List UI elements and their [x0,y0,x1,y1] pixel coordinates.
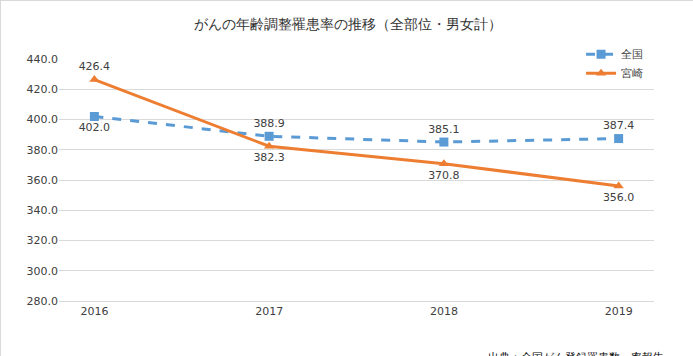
svg-text:2018: 2018 [430,305,458,318]
svg-text:382.3: 382.3 [253,151,285,164]
svg-text:400.0: 400.0 [27,113,59,126]
svg-text:2019: 2019 [605,305,633,318]
svg-text:340.0: 340.0 [27,204,59,217]
svg-text:2017: 2017 [255,305,283,318]
svg-text:387.4: 387.4 [603,119,635,132]
svg-text:280.0: 280.0 [27,295,59,308]
svg-text:388.9: 388.9 [253,117,285,130]
svg-text:出典：全国がん登録罹患数・率報告: 出典：全国がん登録罹患数・率報告 [488,351,664,356]
svg-text:320.0: 320.0 [27,234,59,247]
svg-text:426.4: 426.4 [79,60,111,73]
svg-text:385.1: 385.1 [428,123,460,136]
svg-text:360.0: 360.0 [27,174,59,187]
svg-text:420.0: 420.0 [27,83,59,96]
svg-text:356.0: 356.0 [603,191,635,204]
svg-text:370.8: 370.8 [428,169,460,182]
svg-text:300.0: 300.0 [27,265,59,278]
svg-text:380.0: 380.0 [27,144,59,157]
svg-text:2016: 2016 [80,305,108,318]
svg-text:402.0: 402.0 [79,121,111,134]
svg-text:440.0: 440.0 [27,53,59,66]
svg-text:宮崎: 宮崎 [621,67,643,80]
svg-text:全国: 全国 [621,48,643,61]
svg-text:がんの年齢調整罹患率の推移（全部位・男女計）: がんの年齢調整罹患率の推移（全部位・男女計） [194,16,502,32]
